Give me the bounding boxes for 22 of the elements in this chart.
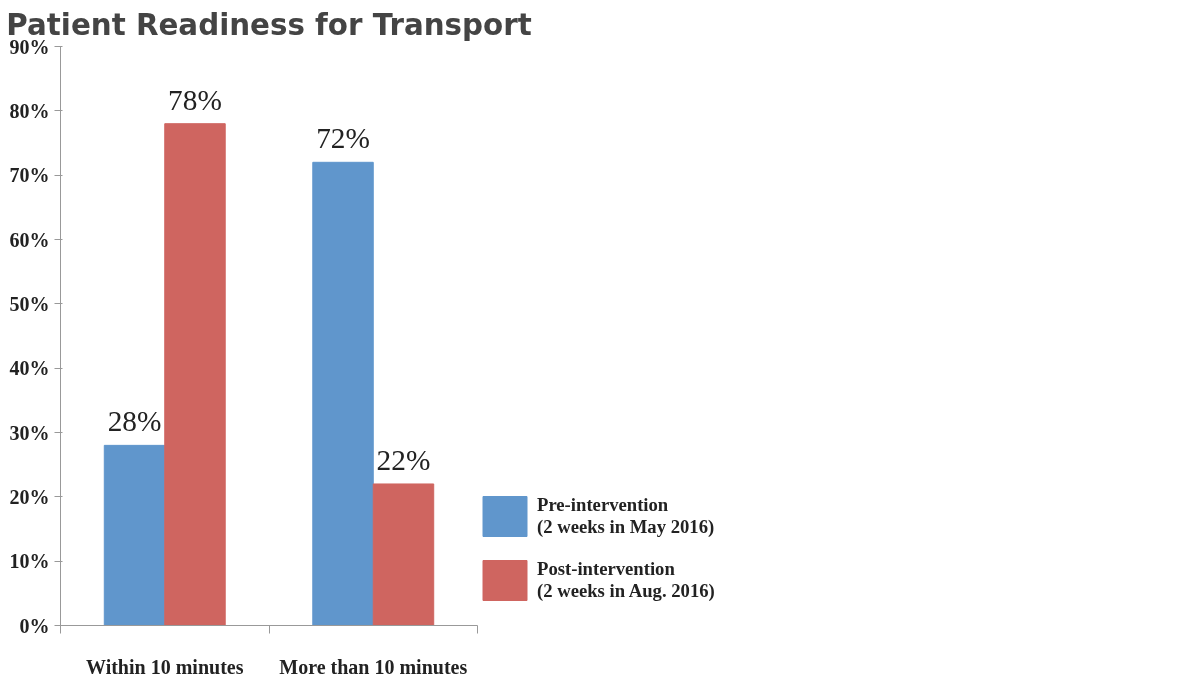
y-tick-label: 90% bbox=[9, 35, 50, 58]
bar bbox=[372, 483, 435, 626]
y-tick-label: 20% bbox=[9, 485, 50, 508]
y-tick-label: 70% bbox=[9, 164, 50, 187]
text: 28% bbox=[107, 405, 162, 438]
bar bbox=[312, 161, 374, 626]
y-tick-label: 30% bbox=[9, 421, 50, 444]
bar bbox=[164, 123, 226, 626]
text: 22% bbox=[376, 443, 431, 476]
text: 78% bbox=[168, 83, 222, 116]
x-tick-label: More than 10 minutes bbox=[279, 655, 468, 678]
y-tick-label: 0% bbox=[19, 614, 50, 637]
legend-label: Post-intervention (2 weeks in Aug. 2016) bbox=[537, 558, 715, 602]
y-tick-label: 80% bbox=[9, 99, 50, 122]
x-tick-label: Within 10 minutes bbox=[86, 655, 244, 678]
legend-label: Pre-intervention (2 weeks in May 2016) bbox=[537, 494, 715, 538]
y-tick-label: 50% bbox=[9, 292, 50, 315]
y-tick-label: 40% bbox=[9, 357, 50, 380]
y-tick-label: 10% bbox=[9, 550, 50, 573]
y-tick-label: 60% bbox=[9, 228, 50, 251]
text: 72% bbox=[316, 122, 370, 155]
bar bbox=[103, 444, 166, 626]
